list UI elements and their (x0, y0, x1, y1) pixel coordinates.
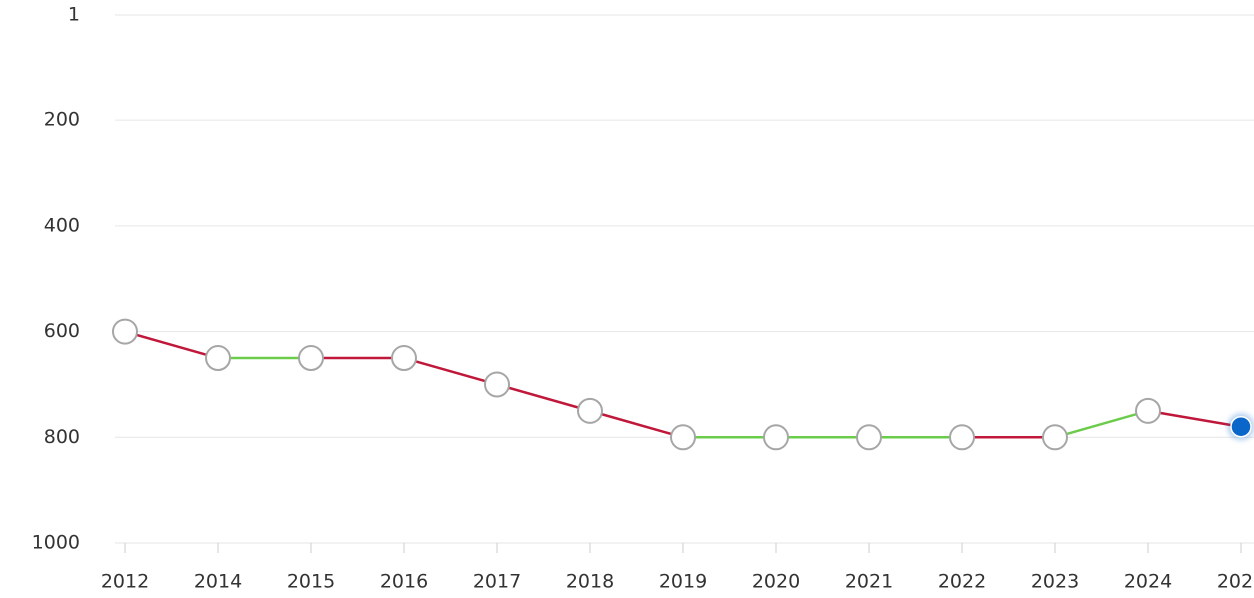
x-tick-label: 2023 (1031, 571, 1079, 593)
line-segment (1147, 409, 1242, 428)
y-tick-label: 1 (68, 4, 80, 26)
y-tick-label: 400 (44, 214, 80, 236)
x-tick-label: 2016 (380, 571, 428, 593)
point (949, 424, 975, 451)
line-segment (124, 330, 219, 360)
point (577, 397, 603, 424)
x-tick-label: 2012 (101, 571, 149, 593)
point (670, 424, 696, 451)
point (205, 345, 231, 372)
y-tick-label: 200 (44, 109, 80, 131)
point (391, 345, 417, 372)
x-tick-label: 2014 (194, 571, 242, 593)
x-tick-label: 2024 (1124, 571, 1172, 593)
point (1230, 415, 1252, 438)
point (484, 371, 510, 398)
x-tick-label: 2019 (659, 571, 707, 593)
point (1135, 397, 1161, 424)
x-tick-label: 2022 (938, 571, 986, 593)
y-tick-label: 600 (44, 320, 80, 342)
point (856, 424, 882, 451)
y-tick-label: 1000 (32, 532, 80, 554)
line-segment (403, 356, 498, 386)
line-segment (496, 383, 591, 413)
y-tick-label: 800 (44, 426, 80, 448)
x-tick-label: 2021 (845, 571, 893, 593)
x-tick-label: 2015 (287, 571, 335, 593)
x-tick-label: 2018 (566, 571, 614, 593)
x-tick-label: 2025 (1217, 571, 1254, 593)
point (1042, 424, 1068, 451)
point (112, 318, 138, 345)
point (298, 345, 324, 372)
x-tick-label: 2017 (473, 571, 521, 593)
x-tick-label: 2020 (752, 571, 800, 593)
line-segment (589, 409, 684, 439)
point (763, 424, 789, 451)
line-segment (1054, 409, 1149, 439)
